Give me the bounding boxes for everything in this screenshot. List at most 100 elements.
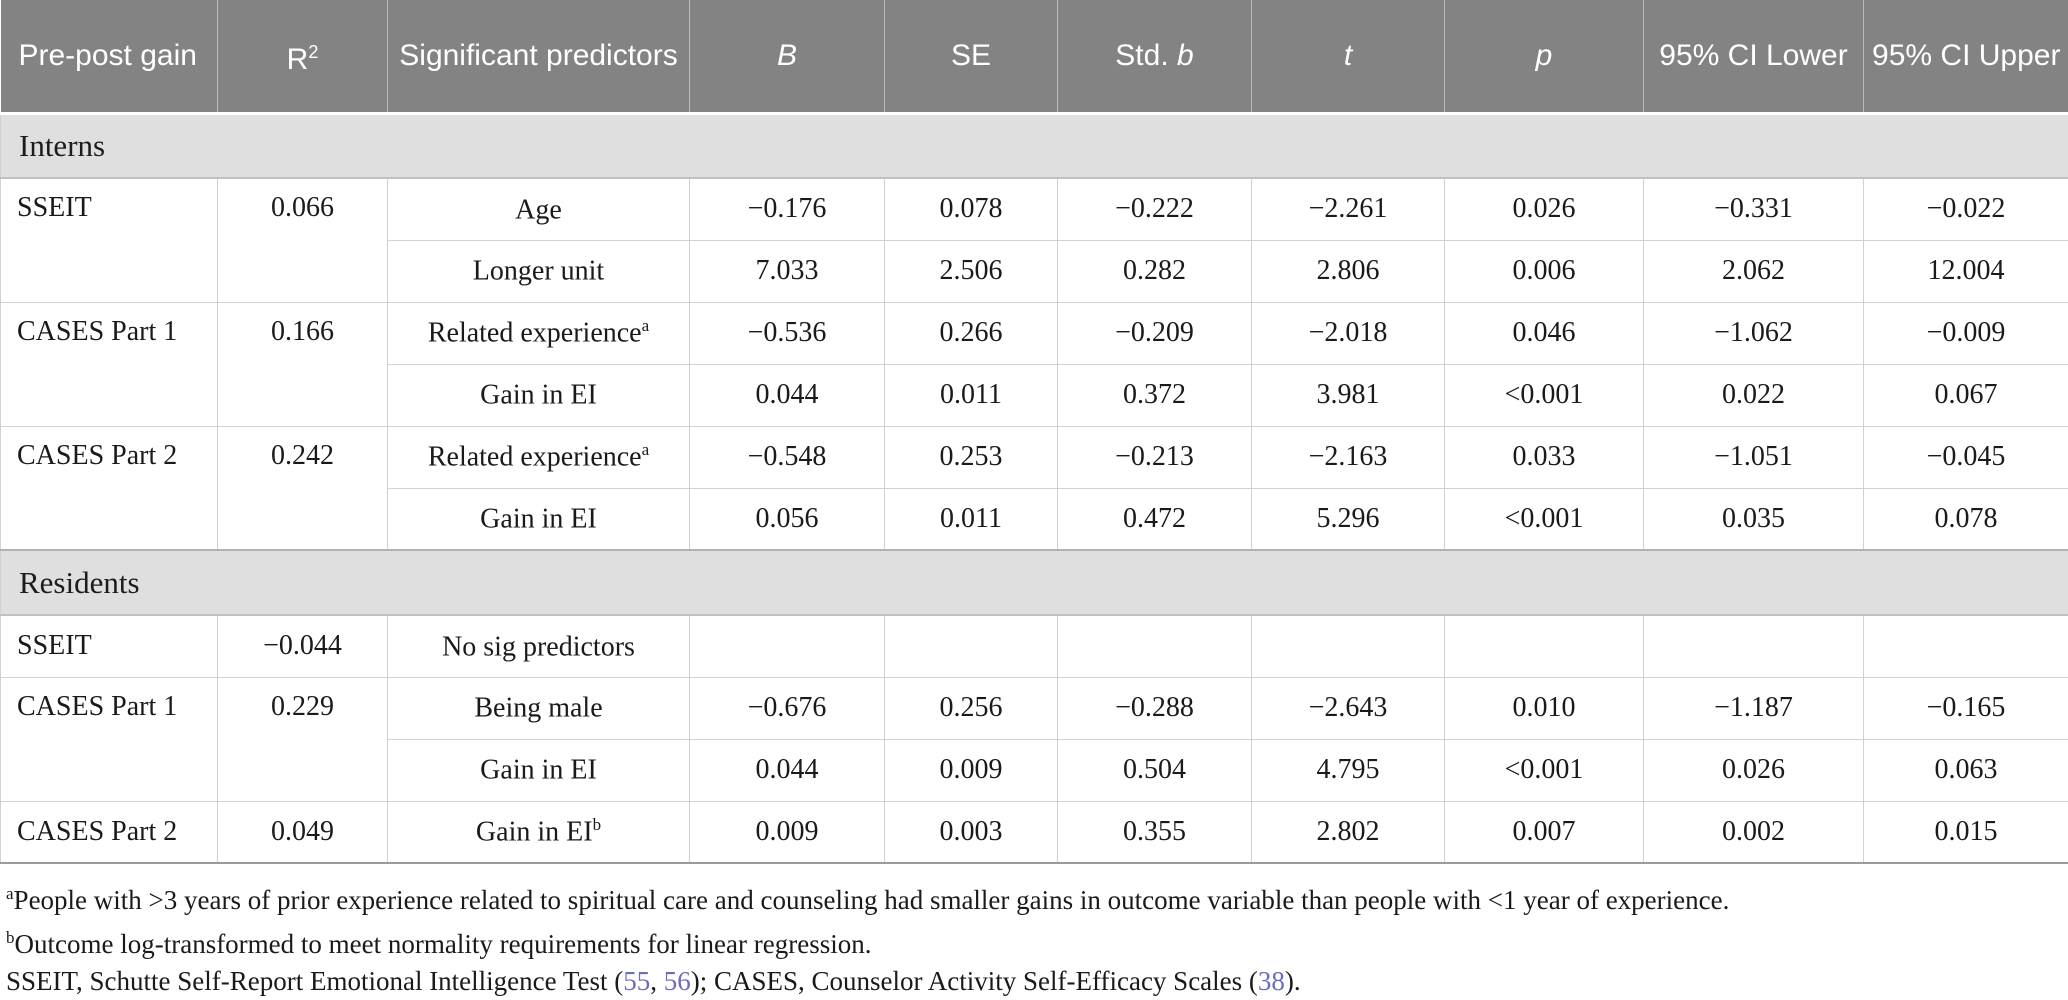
cell-p: 0.046 — [1445, 302, 1644, 364]
cell-p: <0.001 — [1445, 488, 1644, 550]
cell-pre-post-gain: CASES Part 2 — [1, 801, 218, 863]
col-header-std-b: Std. b — [1058, 0, 1252, 113]
cell-predictor: Being male — [388, 677, 690, 739]
cell-b: 0.044 — [690, 364, 885, 426]
predictor-label: Related experience — [428, 318, 642, 349]
footnote-b-text: Outcome log-transformed to meet normalit… — [15, 929, 872, 959]
cell-ci-upper: −0.045 — [1864, 426, 2068, 488]
cell-ci-upper — [1864, 615, 2068, 677]
cell-t: 2.806 — [1252, 240, 1445, 302]
cell-predictor: Related experiencea — [388, 302, 690, 364]
cell-p: 0.007 — [1445, 801, 1644, 863]
abbrev-text: ). — [1285, 966, 1301, 996]
cell-ci-lower: 2.062 — [1644, 240, 1864, 302]
cell-ci-upper: −0.009 — [1864, 302, 2068, 364]
section-label: Interns — [1, 113, 2068, 178]
citation-link-55[interactable]: 55 — [623, 966, 650, 996]
cell-ci-lower: 0.022 — [1644, 364, 1864, 426]
predictor-label: Gain in EI — [476, 816, 593, 847]
std-b-prefix: Std. — [1115, 39, 1177, 72]
table-row: CASES Part 1 0.229 Being male −0.676 0.2… — [1, 677, 2068, 739]
cell-b — [690, 615, 885, 677]
cell-std-b: −0.213 — [1058, 426, 1252, 488]
cell-ci-lower: −0.331 — [1644, 178, 1864, 240]
r2-superscript: 2 — [308, 42, 318, 62]
cell-predictor: No sig predictors — [388, 615, 690, 677]
cell-pre-post-gain: SSEIT — [1, 178, 218, 302]
col-header-se: SE — [885, 0, 1058, 113]
cell-t: 5.296 — [1252, 488, 1445, 550]
table-row: SSEIT −0.044 No sig predictors — [1, 615, 2068, 677]
cell-ci-lower — [1644, 615, 1864, 677]
cell-r2: 0.166 — [218, 302, 388, 426]
cell-b: −0.548 — [690, 426, 885, 488]
section-row-interns: Interns — [1, 113, 2068, 178]
cell-ci-upper: 0.063 — [1864, 739, 2068, 801]
cell-r2: 0.229 — [218, 677, 388, 801]
cell-r2: 0.049 — [218, 801, 388, 863]
cell-b: 0.044 — [690, 739, 885, 801]
footnote-b-marker: b — [6, 928, 15, 947]
section-label: Residents — [1, 550, 2068, 615]
cell-std-b: −0.288 — [1058, 677, 1252, 739]
cell-std-b: 0.282 — [1058, 240, 1252, 302]
predictor-label: Gain in EI — [480, 380, 597, 411]
cell-se: 2.506 — [885, 240, 1058, 302]
cell-ci-lower: 0.002 — [1644, 801, 1864, 863]
cell-ci-lower: −1.051 — [1644, 426, 1864, 488]
citation-link-38[interactable]: 38 — [1258, 966, 1285, 996]
cell-p — [1445, 615, 1644, 677]
cell-se: 0.256 — [885, 677, 1058, 739]
abbrev-text: SSEIT, Schutte Self-Report Emotional Int… — [6, 966, 623, 996]
footnote-marker: a — [642, 440, 650, 459]
cell-ci-lower: 0.035 — [1644, 488, 1864, 550]
cell-ci-lower: −1.187 — [1644, 677, 1864, 739]
cell-pre-post-gain: CASES Part 1 — [1, 302, 218, 426]
table-row: CASES Part 2 0.049 Gain in EIb 0.009 0.0… — [1, 801, 2068, 863]
cell-ci-upper: 0.078 — [1864, 488, 2068, 550]
cell-predictor: Age — [388, 178, 690, 240]
footnote-a-text: People with >3 years of prior experience… — [14, 885, 1730, 915]
cell-std-b: 0.372 — [1058, 364, 1252, 426]
cell-se: 0.253 — [885, 426, 1058, 488]
cell-r2: 0.066 — [218, 178, 388, 302]
cell-p: 0.006 — [1445, 240, 1644, 302]
cell-b: −0.176 — [690, 178, 885, 240]
cell-b: 7.033 — [690, 240, 885, 302]
cell-std-b: 0.504 — [1058, 739, 1252, 801]
col-header-t: t — [1252, 0, 1445, 113]
cell-r2: −0.044 — [218, 615, 388, 677]
cell-ci-upper: −0.022 — [1864, 178, 2068, 240]
table-row: CASES Part 2 0.242 Related experiencea −… — [1, 426, 2068, 488]
predictor-label: Being male — [474, 693, 602, 724]
predictor-label: No sig predictors — [442, 631, 635, 662]
col-header-ci-lower: 95% CI Lower — [1644, 0, 1864, 113]
cell-t: 4.795 — [1252, 739, 1445, 801]
cell-std-b — [1058, 615, 1252, 677]
cell-se: 0.078 — [885, 178, 1058, 240]
cell-predictor: Longer unit — [388, 240, 690, 302]
cell-std-b: 0.355 — [1058, 801, 1252, 863]
cell-se: 0.011 — [885, 488, 1058, 550]
footnote-marker: b — [593, 815, 602, 834]
cell-p: 0.033 — [1445, 426, 1644, 488]
cell-ci-upper: 0.015 — [1864, 801, 2068, 863]
predictor-label: Related experience — [428, 442, 642, 473]
table-footnotes: aPeople with >3 years of prior experienc… — [0, 864, 2068, 1000]
cell-predictor: Gain in EI — [388, 739, 690, 801]
r2-base: R — [287, 43, 309, 76]
footnote-marker: a — [642, 316, 650, 335]
cell-std-b: −0.222 — [1058, 178, 1252, 240]
citation-link-56[interactable]: 56 — [664, 966, 691, 996]
col-header-r2: R2 — [218, 0, 388, 113]
footnote-a-marker: a — [6, 884, 14, 903]
predictor-label: Age — [515, 194, 562, 225]
cell-se: 0.011 — [885, 364, 1058, 426]
section-row-residents: Residents — [1, 550, 2068, 615]
cell-predictor: Related experiencea — [388, 426, 690, 488]
col-header-significant-predictors: Significant predictors — [388, 0, 690, 113]
cell-pre-post-gain: CASES Part 1 — [1, 677, 218, 801]
predictor-label: Gain in EI — [480, 755, 597, 786]
regression-table: Pre-post gain R2 Significant predictors … — [0, 0, 2068, 864]
